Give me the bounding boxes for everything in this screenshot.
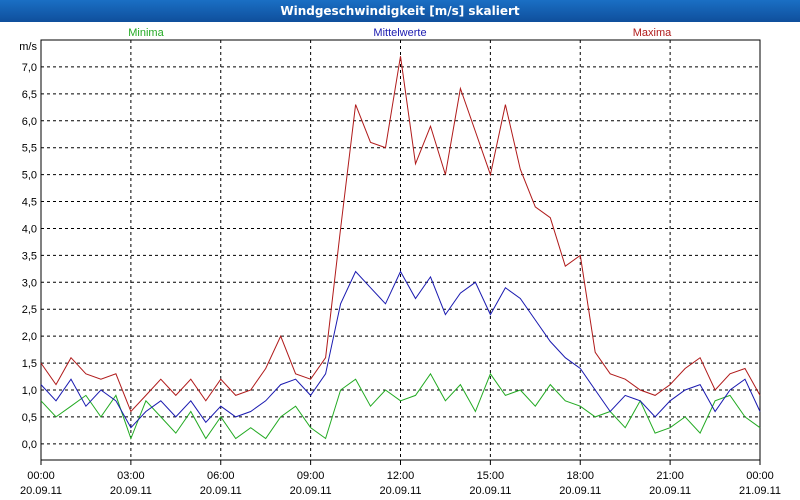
series-line-maxima bbox=[40, 56, 761, 413]
x-tick-time: 00:00 bbox=[27, 470, 55, 482]
x-tick-date: 20.09.11 bbox=[290, 485, 332, 497]
y-tick-label: 0,5 bbox=[22, 412, 37, 424]
y-tick-label: 2,5 bbox=[22, 304, 37, 316]
x-tick-time: 00:00 bbox=[746, 470, 774, 482]
y-tick-label: 3,0 bbox=[22, 277, 37, 289]
y-tick-label: 6,0 bbox=[22, 116, 37, 128]
x-tick-date: 20.09.11 bbox=[379, 485, 421, 497]
y-tick-label: 5,5 bbox=[22, 143, 37, 155]
x-tick-date: 21.09.11 bbox=[739, 485, 781, 497]
x-tick-time: 06:00 bbox=[207, 470, 235, 482]
y-axis-label: m/s bbox=[19, 41, 37, 53]
y-tick-label: 2,0 bbox=[22, 331, 37, 343]
x-tick-time: 09:00 bbox=[297, 470, 325, 482]
x-tick-date: 20.09.11 bbox=[200, 485, 242, 497]
x-tick-date: 20.09.11 bbox=[110, 485, 152, 497]
y-tick-label: 0,0 bbox=[22, 439, 37, 451]
legend-maxima: Maxima bbox=[633, 27, 672, 39]
y-tick-label: 1,5 bbox=[22, 358, 37, 370]
x-tick-date: 20.09.11 bbox=[20, 485, 62, 497]
x-tick-time: 18:00 bbox=[566, 470, 594, 482]
y-tick-label: 7,0 bbox=[22, 62, 37, 74]
y-tick-label: 3,5 bbox=[22, 250, 37, 262]
x-tick-date: 20.09.11 bbox=[559, 485, 601, 497]
x-tick-time: 15:00 bbox=[477, 470, 505, 482]
x-tick-date: 20.09.11 bbox=[469, 485, 511, 497]
x-tick-time: 12:00 bbox=[387, 470, 415, 482]
x-tick-date: 20.09.11 bbox=[649, 485, 691, 497]
y-tick-label: 5,0 bbox=[22, 170, 37, 182]
window-title: Windgeschwindigkeit [m/s] skaliert bbox=[0, 0, 800, 22]
x-tick-time: 03:00 bbox=[117, 470, 145, 482]
y-tick-label: 4,5 bbox=[22, 197, 37, 209]
y-tick-label: 1,0 bbox=[22, 385, 37, 397]
series-line-mittelwerte bbox=[40, 270, 761, 429]
y-tick-label: 4,0 bbox=[22, 223, 37, 235]
y-tick-label: 6,5 bbox=[22, 89, 37, 101]
legend-minima: Minima bbox=[128, 27, 164, 39]
legend-mittelwerte: Mittelwerte bbox=[373, 27, 426, 39]
x-tick-time: 21:00 bbox=[656, 470, 684, 482]
